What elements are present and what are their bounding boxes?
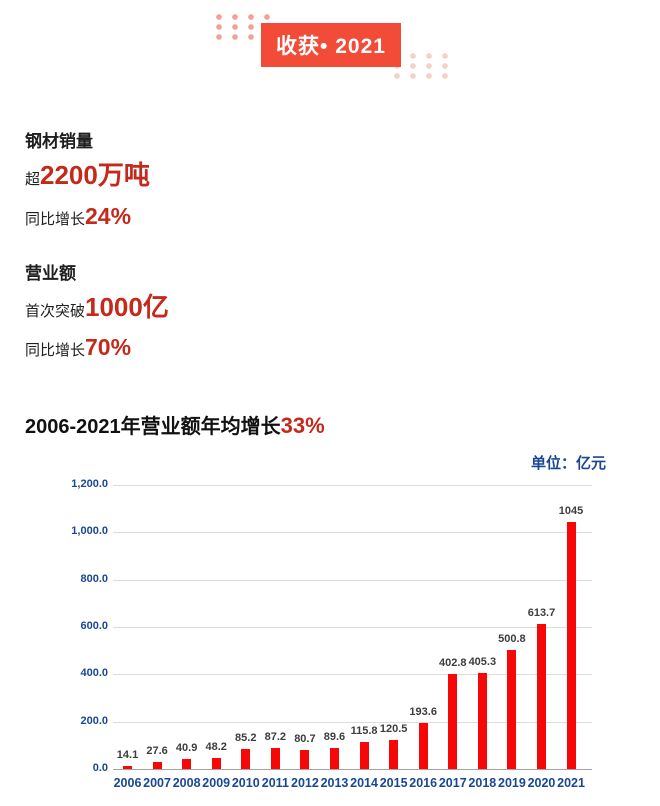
bar-value-label: 1045 bbox=[558, 504, 584, 517]
bar-value-label: 613.7 bbox=[527, 606, 556, 619]
gridline bbox=[113, 485, 592, 486]
dot-grid-decoration-bottom-right bbox=[394, 53, 456, 83]
bar-value-label: 500.8 bbox=[498, 633, 526, 646]
chart-unit-label: 单位：亿元 bbox=[530, 455, 606, 472]
bar-2017 bbox=[448, 673, 458, 769]
gridline bbox=[113, 532, 592, 534]
bar-2021 bbox=[566, 521, 576, 769]
bar-value-label: 85.2 bbox=[235, 731, 257, 744]
gridline bbox=[113, 721, 592, 723]
steel-sales-growth-prefix: 同比增长 bbox=[25, 211, 86, 228]
gridline bbox=[113, 674, 592, 676]
steel-sales-volume-prefix: 超 bbox=[25, 171, 41, 188]
bar-value-label: 402.8 bbox=[439, 656, 467, 669]
bar-2015 bbox=[389, 740, 399, 769]
bar-2007 bbox=[152, 762, 162, 769]
y-axis-tick-label: 600.0 bbox=[80, 620, 108, 632]
gridline bbox=[113, 579, 592, 581]
bar-value-label: 193.6 bbox=[409, 706, 437, 719]
bar-2010 bbox=[241, 748, 251, 769]
bar-2018 bbox=[477, 673, 487, 769]
steel-sales-growth-value: 24% bbox=[85, 203, 132, 229]
x-axis-tick-label: 2009 bbox=[202, 776, 231, 790]
bar-value-label: 80.7 bbox=[294, 732, 316, 745]
steel-sales-volume-line: 超 2200万吨 bbox=[25, 162, 150, 189]
bar-2016 bbox=[418, 723, 428, 769]
revenue-amount-line: 首次突破 1000亿 bbox=[25, 294, 169, 321]
x-axis-tick-label: 2015 bbox=[379, 776, 408, 790]
revenue-growth-line: 同比增长 70% bbox=[25, 336, 131, 360]
bar-2020 bbox=[536, 623, 546, 769]
bar-2019 bbox=[507, 650, 517, 769]
bar-2008 bbox=[182, 759, 192, 769]
bar-value-label: 115.8 bbox=[350, 724, 378, 737]
gridline bbox=[113, 627, 592, 628]
y-axis-tick-label: 200.0 bbox=[80, 714, 108, 727]
bar-value-label: 89.6 bbox=[323, 730, 346, 743]
x-axis-tick-label: 2013 bbox=[320, 776, 349, 790]
steel-sales-heading: 钢材销量 bbox=[25, 132, 93, 151]
revenue-growth-prefix: 同比增长 bbox=[25, 342, 86, 359]
revenue-amount-value: 1000亿 bbox=[85, 292, 169, 322]
x-axis-tick-label: 2019 bbox=[498, 776, 526, 790]
bar-value-label: 87.2 bbox=[264, 731, 287, 744]
revenue-growth-value: 70% bbox=[85, 334, 132, 360]
x-axis-tick-label: 2010 bbox=[231, 776, 260, 790]
steel-sales-volume-value: 2200万吨 bbox=[40, 160, 150, 190]
y-axis-tick-label: 1,000.0 bbox=[71, 525, 108, 538]
x-axis-line bbox=[113, 769, 592, 770]
y-axis-tick-label: 800.0 bbox=[80, 572, 108, 585]
y-axis-tick-label: 0.0 bbox=[92, 762, 108, 774]
bar-2006 bbox=[123, 765, 132, 769]
bar-value-label: 27.6 bbox=[146, 745, 168, 758]
bar-value-label: 120.5 bbox=[379, 723, 408, 736]
x-axis-tick-label: 2021 bbox=[557, 776, 585, 790]
page-title: 收获• 2021 bbox=[261, 23, 401, 67]
x-axis-tick-label: 2008 bbox=[172, 776, 201, 790]
bar-value-label: 14.1 bbox=[116, 748, 139, 761]
x-axis-tick-label: 2011 bbox=[261, 776, 289, 790]
bar-value-label: 405.3 bbox=[468, 656, 497, 669]
x-axis-tick-label: 2007 bbox=[143, 776, 171, 790]
bar-2009 bbox=[211, 757, 221, 769]
bar-value-label: 40.9 bbox=[175, 742, 198, 755]
chart-title-highlight: 33% bbox=[280, 413, 325, 438]
x-axis-tick-label: 2012 bbox=[291, 776, 319, 790]
x-axis-tick-label: 2016 bbox=[409, 776, 438, 790]
chart-title-text: 2006-2021年营业额年均增长 bbox=[25, 416, 281, 438]
revenue-heading: 营业额 bbox=[25, 264, 76, 283]
x-axis-tick-label: 2017 bbox=[438, 776, 467, 790]
steel-sales-growth-line: 同比增长 24% bbox=[25, 205, 131, 229]
y-axis-tick-label: 400.0 bbox=[80, 667, 108, 680]
chart-title: 2006-2021年营业额年均增长 33% bbox=[25, 410, 325, 439]
bar-2012 bbox=[300, 749, 310, 769]
bar-value-label: 48.2 bbox=[205, 740, 227, 753]
bar-2014 bbox=[359, 741, 369, 769]
x-axis-tick-label: 2020 bbox=[527, 776, 556, 790]
x-axis-tick-label: 2018 bbox=[468, 776, 497, 790]
bar-2013 bbox=[329, 747, 339, 769]
revenue-amount-prefix: 首次突破 bbox=[25, 303, 86, 320]
bar-2011 bbox=[270, 748, 280, 769]
x-axis-tick-label: 2006 bbox=[113, 776, 142, 790]
y-axis-tick-label: 1,200.0 bbox=[71, 478, 108, 490]
x-axis-tick-label: 2014 bbox=[350, 776, 378, 790]
